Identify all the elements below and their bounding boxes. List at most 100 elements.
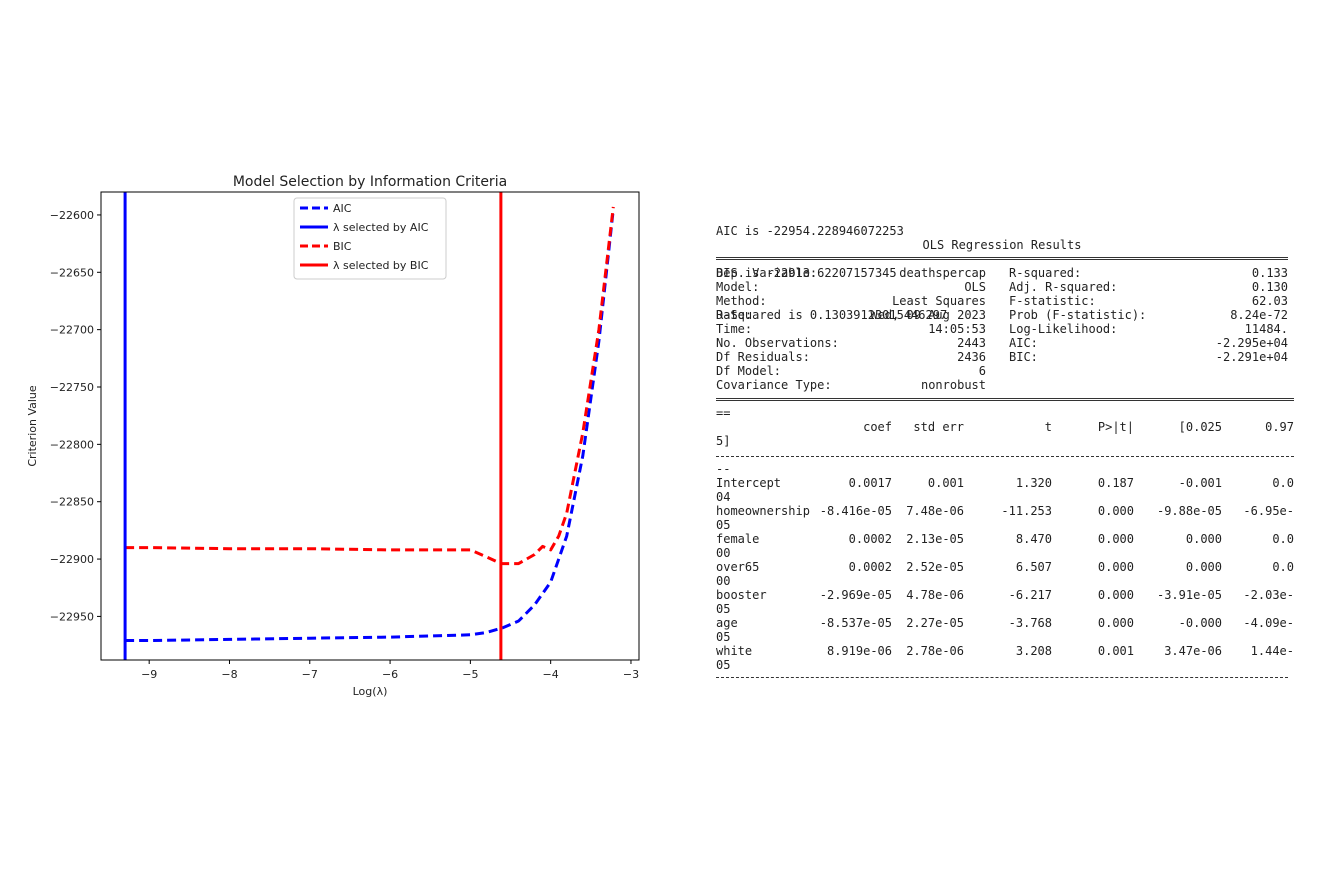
coef-value: -4.09e- <box>1243 616 1294 630</box>
coef-row-name: age <box>716 616 738 630</box>
summary-row: Method: Least Squares F-statistic: 62.03 <box>716 294 1296 308</box>
coef-value: 0.000 <box>1097 616 1134 630</box>
coef-header-wrap: 5] <box>716 434 731 448</box>
summary-label-right: F-statistic: <box>1009 294 1096 308</box>
coef-value: -2.969e-05 <box>819 588 892 602</box>
coef-header-cell: t <box>1044 420 1052 434</box>
summary-value-left: Wed, 09 Aug 2023 <box>870 308 986 322</box>
x-tick-label: −8 <box>221 668 237 681</box>
y-tick-label: −22950 <box>50 610 94 623</box>
rule-wrap-text: == <box>716 406 731 420</box>
r-squared-line: R-Squared is 0.13039123015446297 <box>716 308 948 322</box>
coef-value: -3.768 <box>1008 616 1052 630</box>
coef-value: 0.0 <box>1272 532 1294 546</box>
x-axis-label: Log(λ) <box>353 685 388 698</box>
summary-value-right: -2.291e+04 <box>1215 350 1288 364</box>
summary-value-left: 14:05:53 <box>928 322 986 336</box>
legend-box <box>293 197 447 280</box>
aic-line: AIC is -22954.228946072253 <box>716 224 904 238</box>
summary-label-right: Prob (F-statistic): <box>1009 308 1147 322</box>
plot-frame <box>100 191 640 661</box>
coef-value: 0.0 <box>1272 560 1294 574</box>
coef-value: 0.000 <box>1097 504 1134 518</box>
series-line-aic <box>125 209 615 642</box>
coef-value: 1.320 <box>1015 476 1052 490</box>
y-axis-label: Criterion Value <box>26 385 39 467</box>
coef-header-cell: P>|t| <box>1097 420 1134 434</box>
coef-row: female 0.0002 2.13e-05 8.470 0.000 0.000 0.0 <box>716 532 1296 546</box>
coef-value: 0.000 <box>1097 532 1134 546</box>
coef-value: 0.001 <box>1097 644 1134 658</box>
coef-row-name: homeownership <box>716 504 810 518</box>
summary-label-left: Method: <box>716 294 767 308</box>
coef-header-cell: coef <box>863 420 892 434</box>
summary-label-left: Model: <box>716 280 760 294</box>
summary-label-right: Adj. R-squared: <box>1009 280 1118 294</box>
x-tick-label: −6 <box>382 668 398 681</box>
coef-value: 0.0002 <box>848 532 892 546</box>
coef-value: -6.217 <box>1008 588 1052 602</box>
coef-header-row: coef std err t P>|t| [0.025 0.97 <box>716 420 1296 434</box>
series-line-bic <box>125 206 615 566</box>
coef-row-name: booster <box>716 588 767 602</box>
coef-value: 3.47e-06 <box>1164 644 1222 658</box>
summary-label-left: Df Residuals: <box>716 350 810 364</box>
coef-value: 0.0017 <box>848 476 892 490</box>
summary-value-right: -2.295e+04 <box>1215 336 1288 350</box>
summary-label-right: Log-Likelihood: <box>1009 322 1118 336</box>
summary-row: Time: 14:05:53 Log-Likelihood: 11484. <box>716 322 1296 336</box>
y-tick-label: −22750 <box>50 381 94 394</box>
summary-row: Df Model: 6 <box>716 364 1296 378</box>
summary-label-left: Time: <box>716 322 753 336</box>
summary-label-left: Date: <box>716 308 753 322</box>
coef-header-rule <box>716 456 1294 457</box>
coef-value: 8.919e-06 <box>826 644 892 658</box>
legend-label-aic: AIC <box>333 202 352 215</box>
coef-value: 0.0002 <box>848 560 892 574</box>
information-criteria-chart: −9 −8 −7 −6 −5 −4 −3 −22600 −22650 −22700 −22750 −2… <box>26 174 640 698</box>
coef-value: -3.91e-05 <box>1156 588 1222 602</box>
coef-value: 6.507 <box>1015 560 1052 574</box>
coef-value: 7.48e-06 <box>906 504 964 518</box>
summary-value-right: 8.24e-72 <box>1230 308 1288 322</box>
summary-value-right: 0.130 <box>1251 280 1288 294</box>
coef-value: 0.000 <box>1097 588 1134 602</box>
x-tick-label: −3 <box>623 668 639 681</box>
summary-row: Model: OLS Adj. R-squared: 0.130 <box>716 280 1296 294</box>
legend-label-bic-selection: λ selected by BIC <box>333 259 429 272</box>
coef-row: homeownership -8.416e-05 7.48e-06 -11.253 0.… <box>716 504 1296 518</box>
summary-value-left: 2443 <box>957 336 986 350</box>
ols-title: OLS Regression Results <box>922 238 1082 252</box>
summary-row: Df Residuals: 2436 BIC: -2.291e+04 <box>716 350 1296 364</box>
y-tick-label: −22700 <box>50 324 94 337</box>
coef-row: over65 0.0002 2.52e-05 6.507 0.000 0.000 0.0 <box>716 560 1296 574</box>
y-tick-label: −22650 <box>50 266 94 279</box>
summary-value-right: 62.03 <box>1251 294 1288 308</box>
y-tick-label: −22900 <box>50 553 94 566</box>
summary-value-right: 11484. <box>1244 322 1288 336</box>
coef-row-wrap: 04 <box>716 490 731 504</box>
coef-value: -11.253 <box>1001 504 1052 518</box>
coef-top-rule <box>716 398 1294 401</box>
coef-row-wrap: 05 <box>716 518 731 532</box>
summary-label-left: Covariance Type: <box>716 378 832 392</box>
coef-row: Intercept 0.0017 0.001 1.320 0.187 -0.001 0.0 <box>716 476 1296 490</box>
coef-value: 0.0 <box>1272 476 1294 490</box>
coef-row-wrap: 05 <box>716 630 731 644</box>
legend-label-aic-selection: λ selected by AIC <box>333 221 429 234</box>
coef-value: 3.208 <box>1015 644 1052 658</box>
coef-row-wrap: 05 <box>716 602 731 616</box>
summary-row: No. Observations: 2443 AIC: -2.295e+04 <box>716 336 1296 350</box>
coef-value: 0.001 <box>927 476 964 490</box>
coef-value: -8.416e-05 <box>819 504 892 518</box>
summary-label-left: Dep. Variable: <box>716 266 818 280</box>
coef-value: 2.78e-06 <box>906 644 964 658</box>
summary-label-left: Df Model: <box>716 364 782 378</box>
summary-value-left: 6 <box>978 364 986 378</box>
coef-value: 0.000 <box>1185 532 1222 546</box>
x-tick-label: −5 <box>462 668 478 681</box>
x-tick-label: −4 <box>543 668 559 681</box>
summary-top-rule <box>716 257 1288 260</box>
summary-row: Dep. Variable: deathspercap R-squared: 0.13… <box>716 266 1296 280</box>
coef-row: age -8.537e-05 2.27e-05 -3.768 0.000 -0.000 -4… <box>716 616 1296 630</box>
